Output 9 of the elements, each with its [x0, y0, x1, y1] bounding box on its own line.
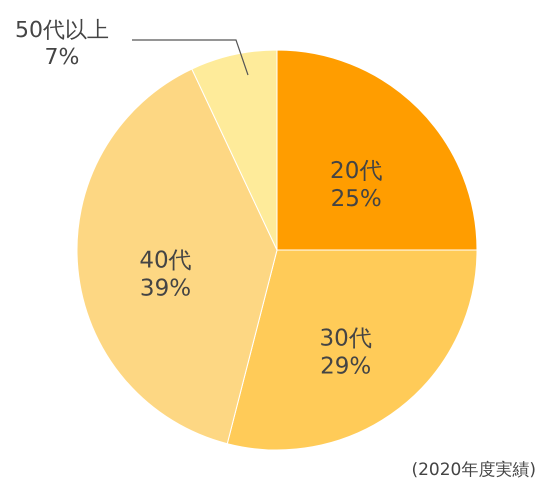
text: (2020年度実績)	[411, 459, 536, 481]
slice-label: 40代	[139, 248, 192, 274]
data-label: 39%	[140, 276, 192, 302]
slice-label: 30代	[320, 325, 372, 352]
data-label: 29%	[320, 353, 372, 380]
slice-label: 50代以上	[14, 17, 110, 44]
data-label: 25%	[330, 186, 382, 212]
slice-label: 20代	[330, 158, 382, 184]
data-label: 7%	[44, 44, 80, 71]
